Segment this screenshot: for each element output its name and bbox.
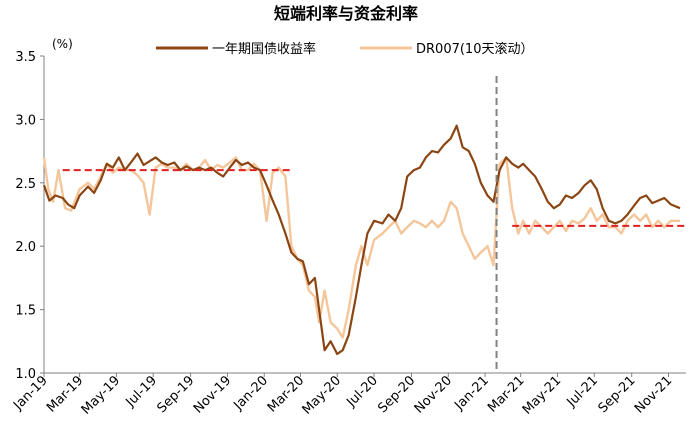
legend-label-series-1: 一年期国债收益率 [212,41,316,57]
series-layer [42,124,681,356]
x-tick-label: Nov-19 [191,373,234,416]
y-tick-label: 2.5 [15,177,36,192]
x-tick-label: Sep-20 [375,373,418,416]
x-tick-label: Nov-20 [412,373,455,416]
x-tick-label: Nov-21 [632,373,675,416]
x-tick-label: Jan-20 [231,373,272,414]
series-line-2 [42,156,680,339]
x-tick-label: Jan-21 [451,373,492,414]
x-tick-label: Sep-19 [154,373,197,416]
y-tick-label: 2.0 [15,240,36,255]
x-tick-label: Sep-21 [596,373,639,416]
y-tick-label: 1.0 [15,367,36,382]
series-line-1 [42,124,681,356]
legend-label-series-2: DR007(10天滚动） [416,41,533,57]
chart-title: 短端利率与资金利率 [274,4,418,23]
y-tick-label: 3.5 [15,50,36,65]
x-tick-label: May-20 [300,373,344,417]
reference-lines [62,76,686,373]
y-tick-label: 3.0 [15,113,36,128]
y-tick-label: 1.5 [15,304,36,319]
legend: 一年期国债收益率 DR007(10天滚动） [156,41,533,57]
x-tick-label: May-21 [520,373,564,417]
x-tick-label: May-19 [79,373,123,417]
unit-label: (%) [52,37,73,51]
y-axis: 1.0 1.5 2.0 2.5 3.0 3.5 [15,50,45,382]
